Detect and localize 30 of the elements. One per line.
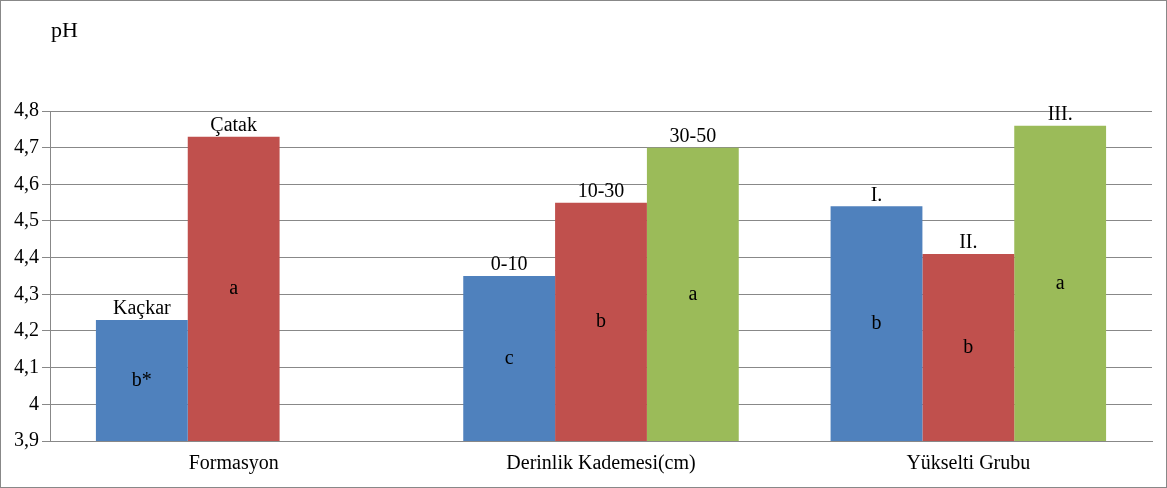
- data-label: Çatak: [210, 112, 257, 136]
- y-tick-label: 4,3: [14, 281, 39, 304]
- y-tick-label: 4,8: [14, 98, 39, 121]
- annotation: a: [1055, 270, 1065, 293]
- y-axis-title: pH: [51, 16, 78, 42]
- data-label: 10-30: [577, 178, 625, 201]
- y-tick-label: 4: [29, 391, 39, 414]
- annotation: b*: [131, 367, 152, 390]
- annotation: b: [871, 310, 882, 333]
- data-label: II.: [959, 230, 978, 253]
- data-label: III.: [1047, 101, 1073, 124]
- y-tick-label: 4,6: [14, 171, 39, 194]
- annotation: b: [596, 309, 606, 332]
- annotation: c: [504, 345, 514, 368]
- y-tick-label: 3,9: [14, 428, 39, 451]
- annotation: a: [229, 276, 239, 299]
- data-label: 0-10: [490, 252, 528, 275]
- annotation: b: [963, 334, 974, 357]
- y-tick-label: 4,4: [14, 244, 39, 267]
- data-label: I.: [870, 182, 883, 205]
- x-tick-label: Derinlik Kademesi(cm): [506, 451, 696, 475]
- y-tick-label: 4,2: [14, 318, 39, 341]
- x-tick-label: Yükselti Grubu: [906, 451, 1031, 474]
- data-label: Kaçkar: [112, 296, 172, 320]
- data-label: 30-50: [669, 123, 717, 146]
- x-tick-label: Formasyon: [188, 451, 279, 475]
- y-tick-label: 4,5: [14, 208, 39, 231]
- annotation: a: [688, 281, 698, 304]
- y-tick-label: 4,1: [14, 354, 39, 377]
- y-tick-label: 4,7: [14, 134, 39, 157]
